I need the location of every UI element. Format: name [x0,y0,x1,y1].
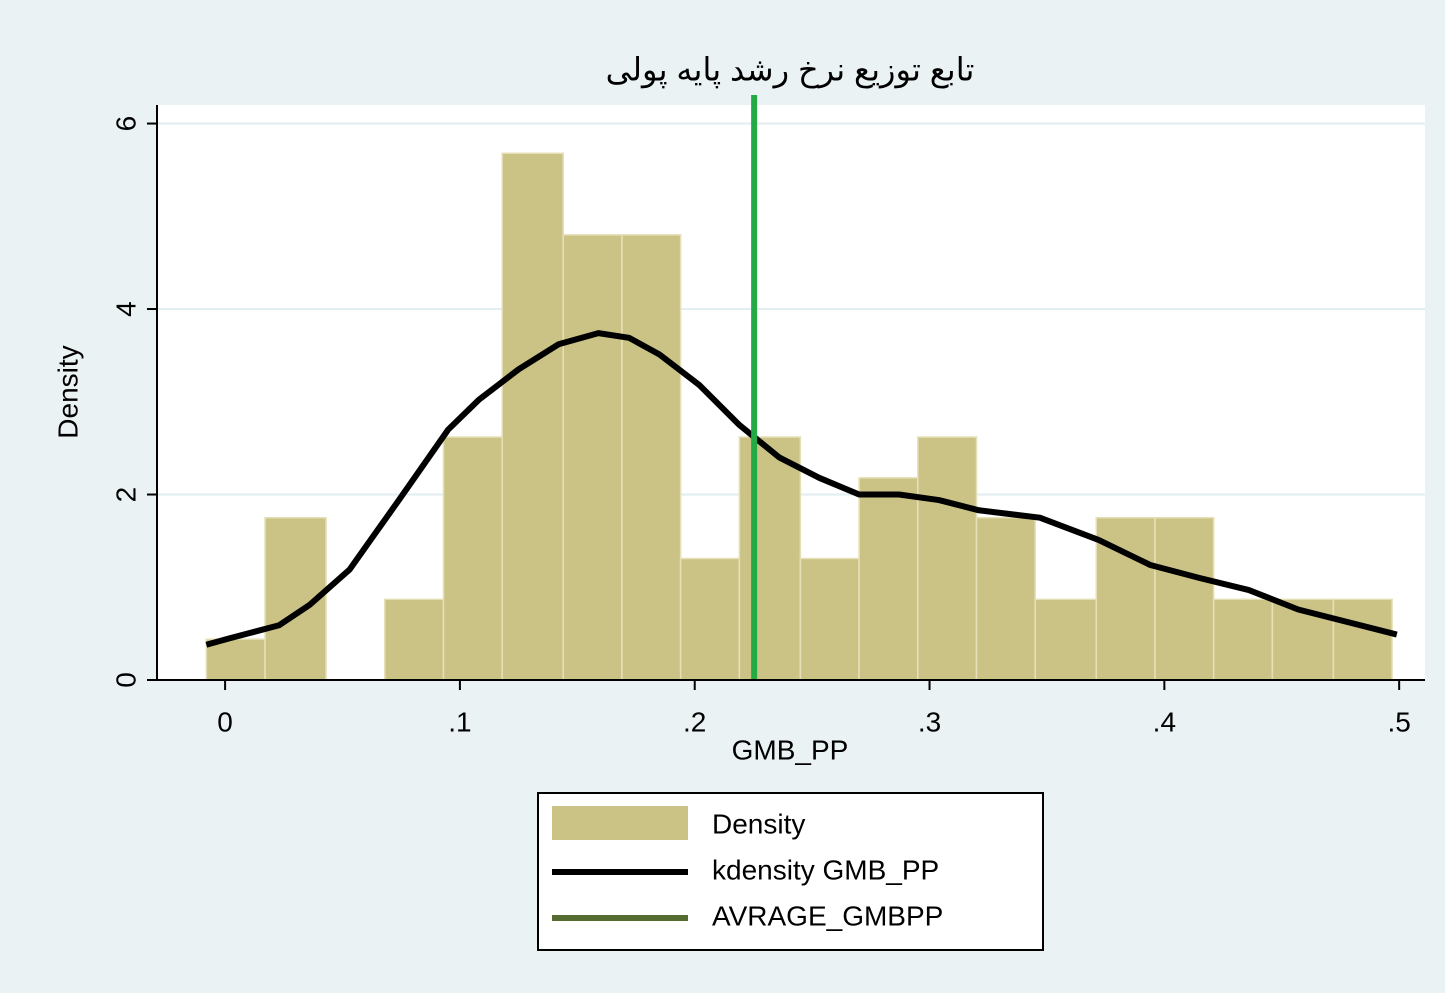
bar [917,436,978,681]
bar [679,557,741,681]
x-tick-label: .3 [918,706,941,737]
y-tick-label: 6 [110,116,141,132]
x-tick-label: .2 [683,706,706,737]
bar [1332,598,1393,681]
bar [562,234,623,681]
bar [1154,516,1215,681]
bar [738,436,802,681]
x-tick-label: .5 [1387,706,1410,737]
legend-label: AVRAGE_GMBPP [712,900,943,931]
x-tick-label: 0 [217,706,233,737]
bar [975,516,1036,681]
bar [621,234,682,681]
bar [858,477,919,681]
x-tick-label: .1 [448,706,471,737]
y-tick-label: 2 [110,487,141,503]
bar [1034,598,1098,681]
legend-label: Density [712,808,805,839]
legend-label: kdensity GMB_PP [712,854,939,885]
y-tick-label: 0 [110,672,141,688]
bar [501,152,564,681]
kdensity-line [205,330,1398,648]
bar [799,557,860,681]
x-axis-title: GMB_PP [732,734,849,765]
legend-swatch [552,806,688,840]
chart-title: تابع توزیع نرخ رشد پایه پولی [606,51,975,88]
y-tick-label: 4 [110,301,141,317]
bar [442,436,503,681]
bar [1212,598,1274,681]
y-axis-title: Density [52,345,83,438]
bar [384,598,445,681]
x-tick-label: .4 [1153,706,1176,737]
